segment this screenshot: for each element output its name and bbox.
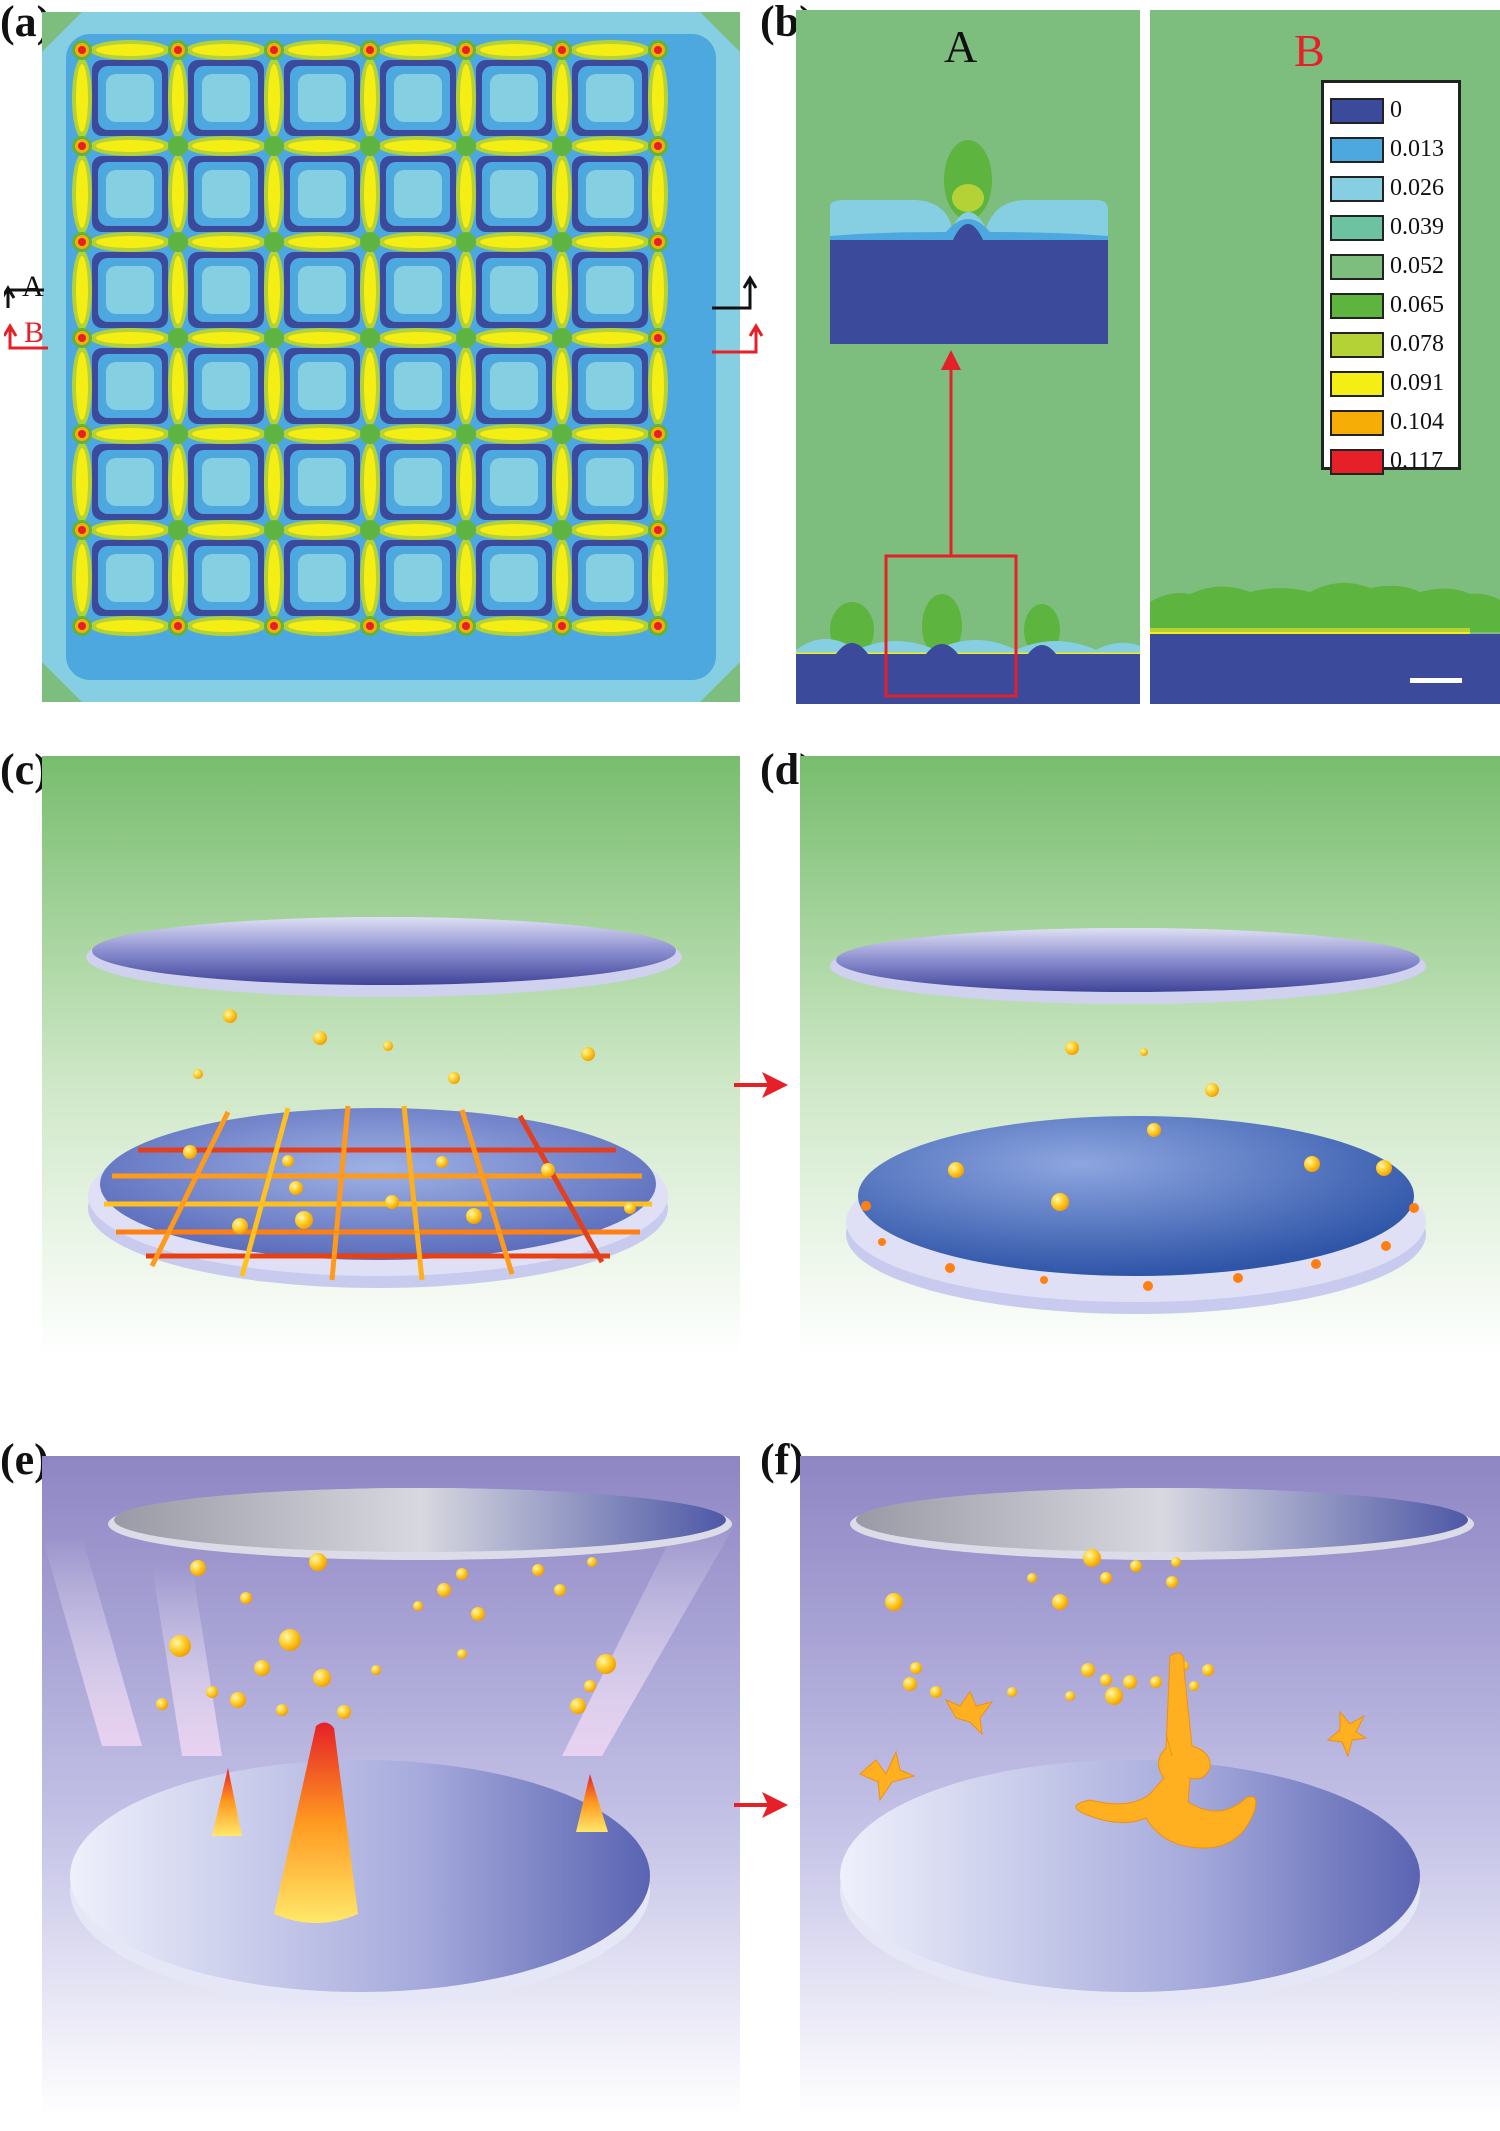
legend-item: 0.052 — [1330, 247, 1458, 286]
color-legend: 0 0.013 0.026 0.039 0.052 0.065 0.078 0.091 0.10… — [1321, 80, 1461, 475]
legend-item: 0.091 — [1330, 364, 1458, 403]
legend-item: 0.026 — [1330, 169, 1458, 208]
legend-item: 0.065 — [1330, 286, 1458, 325]
grid-node — [168, 232, 188, 252]
surface-particles — [948, 1123, 1392, 1211]
panel-d-schematic — [800, 756, 1500, 1356]
panel-label-f: (f) — [760, 1435, 804, 1484]
legend-swatch — [1330, 409, 1384, 436]
scale-bar — [1410, 678, 1462, 683]
grid-node — [360, 136, 380, 156]
panel-c-svg — [42, 756, 740, 1356]
panel-e-svg — [42, 1456, 740, 2116]
legend-item: 0.104 — [1330, 403, 1458, 442]
legend-swatch — [1330, 214, 1384, 241]
grid-node — [264, 328, 284, 348]
legend-swatch — [1330, 175, 1384, 202]
particles — [885, 1549, 1214, 1705]
panel-a-grid — [72, 40, 668, 636]
grid-node — [168, 136, 188, 156]
legend-value: 0.052 — [1390, 253, 1444, 279]
marker-label-A: A — [22, 270, 44, 303]
section-A-svg — [796, 10, 1140, 704]
section-label-A: A — [944, 21, 978, 72]
panel-b-section-A — [796, 10, 1140, 704]
grid-node — [456, 136, 476, 156]
grid-node — [456, 520, 476, 540]
grid-node — [360, 520, 380, 540]
grid-node — [456, 328, 476, 348]
legend-value: 0.013 — [1390, 136, 1444, 162]
panel-d-svg — [800, 756, 1500, 1356]
grid-node — [456, 232, 476, 252]
grid-node — [456, 424, 476, 444]
legend-value: 0.026 — [1390, 175, 1444, 201]
legend-swatch — [1330, 292, 1384, 319]
legend-item: 0.117 — [1330, 442, 1458, 481]
grid-node — [552, 136, 572, 156]
panel-label-c: (c) — [0, 745, 49, 794]
legend-swatch — [1330, 253, 1384, 280]
grid-node — [264, 424, 284, 444]
grid-node — [168, 328, 188, 348]
grid-node — [264, 520, 284, 540]
legend-swatch — [1330, 97, 1384, 124]
legend-item: 0.013 — [1330, 130, 1458, 169]
dendrite-cones — [212, 1722, 608, 1923]
legend-value: 0.078 — [1390, 331, 1444, 357]
grid-node — [264, 232, 284, 252]
grid-node — [360, 328, 380, 348]
continuous-film — [858, 1116, 1414, 1276]
edge-deposits — [861, 1201, 1419, 1291]
legend-item: 0.078 — [1330, 325, 1458, 364]
grid-node — [360, 232, 380, 252]
particles — [1065, 1041, 1219, 1097]
legend-value: 0.065 — [1390, 292, 1444, 318]
dendrites — [859, 1652, 1368, 1849]
section-B-layer — [1150, 582, 1500, 632]
grid-node — [168, 520, 188, 540]
grid-filaments — [104, 1105, 652, 1281]
legend-value: 0.039 — [1390, 214, 1444, 240]
grid-node — [552, 232, 572, 252]
arrow-c-to-d — [734, 1072, 788, 1098]
particles — [193, 1009, 595, 1084]
grid-node — [264, 136, 284, 156]
section-label-B: B — [1294, 25, 1325, 76]
section-A-inset — [830, 140, 1108, 344]
grid-node — [552, 328, 572, 348]
legend-value: 0.091 — [1390, 370, 1444, 396]
panel-label-e: (e) — [0, 1435, 49, 1484]
panel-f-svg — [800, 1456, 1500, 2116]
legend-value: 0 — [1390, 97, 1402, 123]
panel-c-schematic — [42, 756, 740, 1356]
grid-node — [552, 424, 572, 444]
section-markers-left — [4, 285, 48, 350]
legend-swatch — [1330, 370, 1384, 397]
panel-a-field-map — [42, 12, 740, 702]
particles — [156, 1553, 616, 1719]
legend-item: 0 — [1330, 91, 1458, 130]
legend-swatch — [1330, 136, 1384, 163]
legend-swatch — [1330, 448, 1384, 475]
discharge-beam — [42, 1536, 142, 1746]
arrow-e-to-f — [734, 1792, 788, 1818]
section-markers-right — [712, 275, 764, 354]
legend-value: 0.104 — [1390, 409, 1444, 435]
surface-particles — [183, 1145, 636, 1234]
panel-e-schematic — [42, 1456, 740, 2116]
legend-swatch — [1330, 331, 1384, 358]
marker-label-B: B — [24, 316, 45, 349]
grid-node — [552, 520, 572, 540]
legend-value: 0.117 — [1390, 448, 1444, 474]
panel-f-schematic — [800, 1456, 1500, 2116]
grid-node — [360, 424, 380, 444]
grid-node — [168, 424, 188, 444]
panel-a-svg — [42, 12, 740, 702]
legend-item: 0.039 — [1330, 208, 1458, 247]
